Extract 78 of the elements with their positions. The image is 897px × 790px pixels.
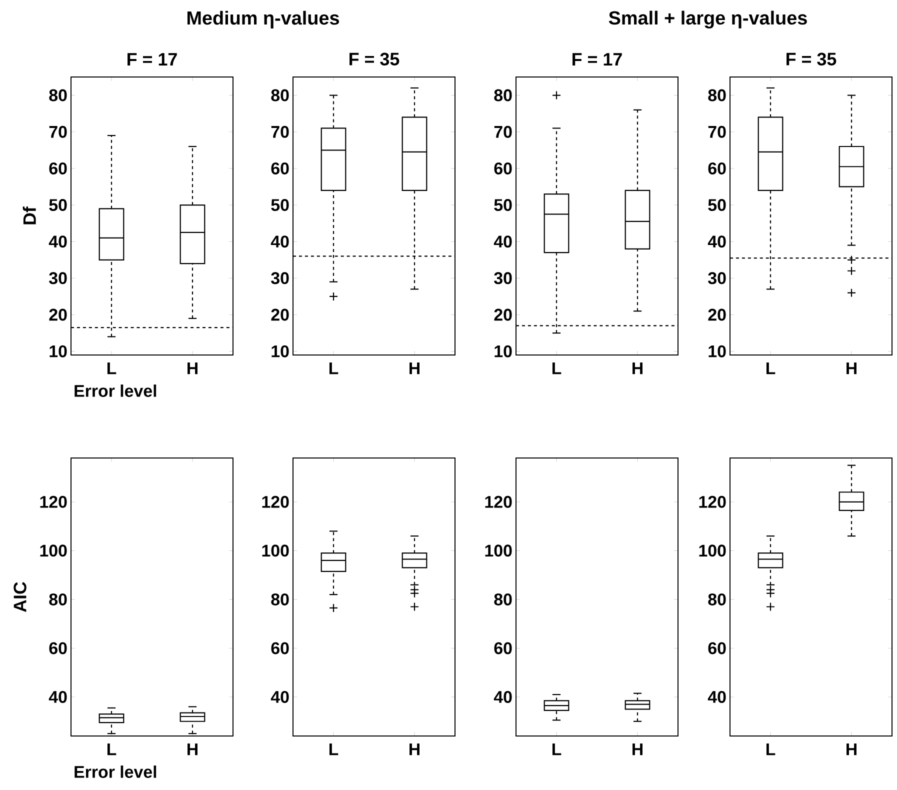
y-tick-label: 10 bbox=[708, 345, 726, 358]
y-tick-label: 20 bbox=[271, 308, 289, 321]
y-tick-label: 60 bbox=[494, 642, 512, 654]
y-tick-label: 120 bbox=[262, 496, 289, 508]
y-tick-label: 80 bbox=[708, 593, 726, 606]
y-tick-label: 50 bbox=[708, 199, 726, 212]
x-tick-label: L bbox=[766, 362, 776, 374]
y-tick-label: 70 bbox=[49, 126, 67, 138]
x-tick-label: L bbox=[329, 362, 338, 374]
y-tick-label: 70 bbox=[708, 126, 726, 138]
y-tick-label: 50 bbox=[49, 199, 67, 212]
x-tick-label: L bbox=[766, 744, 776, 756]
y-tick-label: 40 bbox=[708, 690, 726, 703]
x-tick-label: H bbox=[632, 362, 642, 374]
y-tick-label: 40 bbox=[48, 690, 67, 703]
y-tick-label: 80 bbox=[271, 593, 289, 606]
y-tick-label: 60 bbox=[708, 162, 726, 174]
y-tick-label: 40 bbox=[270, 690, 289, 703]
y-tick-label: 120 bbox=[40, 496, 67, 508]
y-tick-label: 40 bbox=[494, 690, 512, 703]
x-axis-title: Error level bbox=[74, 384, 156, 397]
x-tick-label: L bbox=[107, 362, 116, 374]
y-tick-label: 120 bbox=[485, 496, 512, 508]
y-tick-label: 80 bbox=[708, 89, 726, 102]
y-tick-label: 60 bbox=[49, 642, 67, 654]
chart-subtitle: F = 35 bbox=[350, 52, 400, 66]
y-tick-label: 50 bbox=[494, 199, 512, 212]
y-tick-label: 10 bbox=[272, 345, 289, 358]
y-tick-label: 20 bbox=[49, 308, 67, 321]
y-tick-label: 100 bbox=[40, 544, 67, 557]
y-tick-label: 100 bbox=[699, 544, 726, 557]
y-tick-label: 30 bbox=[49, 272, 67, 284]
chart-subtitle: F = 17 bbox=[572, 53, 622, 66]
y-tick-label: 40 bbox=[270, 236, 289, 248]
x-tick-label: H bbox=[188, 362, 198, 374]
y-tick-label: 60 bbox=[271, 162, 289, 174]
y-tick-label: 50 bbox=[271, 199, 289, 212]
y-tick-label: 30 bbox=[708, 272, 726, 284]
x-tick-label: H bbox=[846, 362, 856, 374]
y-tick-label: 40 bbox=[708, 236, 726, 248]
y-tick-label: 80 bbox=[49, 593, 67, 606]
x-tick-label: H bbox=[410, 362, 420, 374]
y-tick-label: 20 bbox=[708, 308, 726, 321]
y-tick-label: 20 bbox=[494, 308, 512, 321]
x-tick-label: H bbox=[846, 744, 856, 756]
y-tick-label: 10 bbox=[50, 345, 67, 358]
chart-subtitle: F = 35 bbox=[786, 52, 836, 66]
x-tick-label: L bbox=[552, 362, 562, 374]
chart-title: Small + large η-values bbox=[608, 10, 807, 28]
y-tick-label: 30 bbox=[271, 272, 289, 284]
y-tick-label: 70 bbox=[271, 126, 289, 138]
y-tick-label: 70 bbox=[494, 126, 512, 138]
x-tick-label: H bbox=[188, 744, 198, 756]
y-tick-label: 60 bbox=[271, 642, 289, 654]
y-tick-label: 100 bbox=[485, 544, 512, 557]
x-tick-label: L bbox=[329, 744, 338, 756]
y-tick-label: 30 bbox=[494, 272, 512, 284]
y-tick-label: 100 bbox=[262, 544, 289, 557]
y-tick-label: 60 bbox=[49, 162, 67, 174]
x-tick-label: H bbox=[410, 744, 420, 756]
x-tick-label: L bbox=[552, 744, 562, 756]
x-axis-title: Error level bbox=[74, 766, 156, 778]
y-tick-label: 40 bbox=[48, 236, 67, 248]
y-tick-label: 80 bbox=[49, 89, 67, 102]
y-axis-title: AIC bbox=[14, 582, 26, 612]
y-tick-label: 40 bbox=[494, 236, 512, 248]
y-tick-label: 80 bbox=[271, 89, 289, 102]
y-tick-label: 60 bbox=[494, 162, 512, 174]
y-tick-label: 60 bbox=[708, 642, 726, 654]
y-tick-label: 120 bbox=[699, 496, 726, 508]
x-tick-label: L bbox=[107, 744, 116, 756]
y-tick-label: 80 bbox=[494, 89, 512, 102]
y-axis-title: Df bbox=[22, 206, 36, 224]
y-tick-label: 10 bbox=[494, 345, 512, 358]
chart-title: Medium η-values bbox=[187, 10, 339, 28]
y-tick-label: 80 bbox=[494, 593, 512, 606]
x-tick-label: H bbox=[632, 744, 642, 756]
chart-subtitle: F = 17 bbox=[128, 53, 177, 66]
